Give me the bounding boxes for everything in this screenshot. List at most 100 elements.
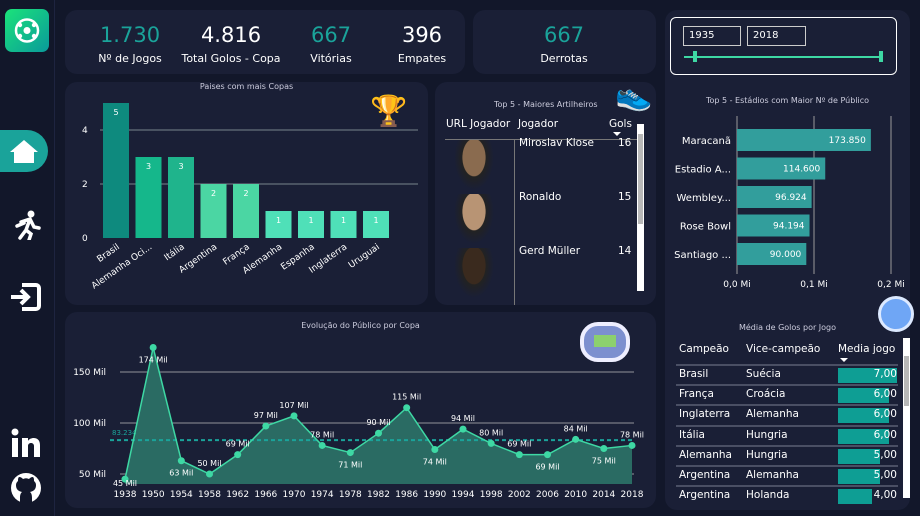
year-slider: 1935 2018: [670, 17, 897, 75]
data-label: 3: [178, 162, 183, 171]
data-label: 71 Mil: [338, 461, 362, 470]
x-tick-label: 2014: [592, 490, 615, 500]
table-row[interactable]: [676, 444, 898, 465]
data-label: 75 Mil: [592, 457, 616, 466]
table-row[interactable]: [676, 485, 898, 505]
data-label: 69 Mil: [226, 440, 250, 449]
bar: [737, 157, 826, 180]
data-point: [600, 445, 608, 452]
data-point: [262, 422, 270, 430]
nav-exit-icon[interactable]: [8, 281, 42, 313]
data-point: [459, 425, 467, 433]
data-point: [121, 475, 129, 483]
data-point: [431, 446, 439, 454]
kpi-losses-value: 667: [543, 23, 585, 47]
data-label: 2: [243, 189, 248, 198]
col-goals[interactable]: Gols: [609, 118, 632, 130]
table-row[interactable]: [676, 424, 898, 445]
data-point: [234, 451, 242, 459]
linkedin-icon[interactable]: [10, 427, 42, 459]
table-row[interactable]: [676, 404, 898, 424]
data-label: 115 Mil: [392, 393, 421, 402]
data-point: [206, 470, 213, 478]
runner-up-cell: Alemanha: [746, 469, 799, 481]
player-goals: 15: [618, 191, 632, 203]
player-photo: [454, 194, 494, 244]
table-scrollbar[interactable]: [903, 338, 910, 498]
area-fill: [125, 347, 632, 484]
x-tick-label: 1978: [339, 490, 362, 500]
nav-running-icon[interactable]: [12, 210, 42, 240]
x-tick-label: 1958: [198, 490, 221, 500]
kpi-wins-label: Vitórias: [310, 52, 352, 65]
col-runner-up[interactable]: Vice-campeão: [746, 343, 821, 355]
y-tick-label: 50 Mil: [79, 470, 106, 480]
x-tick-label: 1966: [254, 490, 277, 500]
data-point: [318, 441, 326, 449]
x-tick-label: 2010: [564, 490, 587, 500]
x-tick-label: 2006: [536, 490, 559, 500]
scrollbar[interactable]: [637, 124, 644, 291]
kpi-games-value: 1.730: [99, 23, 161, 47]
champion-cell: Argentina: [679, 469, 731, 481]
x-tick-label: 1990: [423, 490, 446, 500]
table-row[interactable]: [676, 384, 898, 404]
runner-up-cell: Suécia: [746, 368, 781, 380]
bar: [265, 211, 292, 238]
data-label: 94 Mil: [451, 414, 475, 423]
y-tick-label: 150 Mil: [73, 368, 106, 378]
bar: [363, 211, 389, 238]
data-label: 45 Mil: [113, 479, 137, 488]
player-photo: [454, 248, 494, 298]
data-label: 3: [146, 162, 151, 171]
col-champion[interactable]: Campeão: [679, 343, 729, 355]
data-label: 1: [276, 216, 281, 225]
chart-title: Evolução do Público por Copa: [301, 321, 420, 330]
data-bar: [838, 469, 881, 484]
kpi-losses-panel: 667 Derrotas: [473, 10, 656, 74]
bar: [330, 211, 357, 238]
sidebar: [0, 0, 55, 516]
slider-handle-from[interactable]: [693, 51, 697, 62]
x-tick-label: 1954: [170, 490, 193, 500]
avg-cell: 7,00: [873, 368, 897, 380]
stadiums-title: Top 5 - Estádios com Maior Nº de Público: [705, 96, 870, 105]
x-tick-label: 0,0 Mi: [723, 280, 750, 290]
runner-up-cell: Alemanha: [746, 408, 799, 421]
x-tick-label: 1970: [283, 490, 306, 500]
data-point: [403, 404, 411, 412]
github-icon[interactable]: [10, 472, 42, 504]
year-to-input[interactable]: 2018: [747, 26, 806, 46]
col-url[interactable]: URL Jogador: [446, 118, 511, 130]
y-tick-label: 2: [82, 180, 88, 190]
header-divider: [445, 139, 638, 140]
sort-desc-icon: [613, 132, 621, 140]
table-row[interactable]: [676, 465, 898, 485]
avg-cell: 6,00: [873, 388, 897, 401]
nav-home[interactable]: [0, 130, 48, 172]
x-tick-label: 1962: [226, 490, 249, 500]
y-tick-label: Rose Bowl: [680, 222, 731, 233]
year-from-input[interactable]: 1935: [683, 26, 741, 46]
data-label: 78 Mil: [620, 430, 644, 439]
data-label: 94.194: [773, 222, 805, 232]
x-tick-label: 1982: [367, 490, 390, 500]
x-tick-label: 2018: [621, 490, 644, 500]
col-player[interactable]: Jogador: [518, 118, 559, 130]
data-label: 173.850: [829, 136, 866, 146]
table-row[interactable]: [676, 364, 898, 384]
player-photo: [454, 140, 494, 190]
boot-icon: 👟: [615, 78, 653, 113]
col-avg[interactable]: Media jogo: [838, 343, 896, 355]
data-label: 1: [341, 216, 346, 225]
data-label: 78 Mil: [310, 430, 334, 439]
kpi-draws-label: Empates: [397, 52, 447, 65]
top-scorers-title: Top 5 - Maiores Artilheiros: [494, 100, 598, 109]
slider-handle-to[interactable]: [879, 51, 883, 62]
avg-cell: 4,00: [873, 489, 897, 502]
champion-cell: Inglaterra: [679, 408, 731, 421]
trophy-icon: 🏆: [370, 94, 408, 129]
kpi-losses-label: Derrotas: [540, 52, 588, 65]
bar: [737, 186, 812, 208]
